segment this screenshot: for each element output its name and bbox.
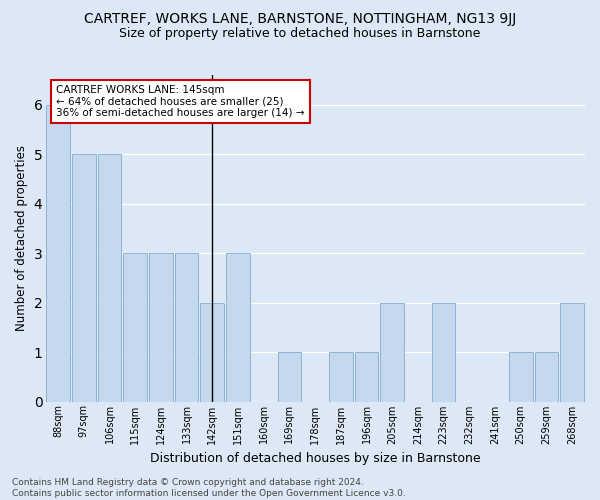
Bar xyxy=(355,352,379,402)
Bar xyxy=(72,154,95,402)
Bar xyxy=(124,253,147,402)
Bar xyxy=(200,302,224,402)
Bar xyxy=(149,253,173,402)
Bar xyxy=(380,302,404,402)
X-axis label: Distribution of detached houses by size in Barnstone: Distribution of detached houses by size … xyxy=(150,452,481,465)
Bar xyxy=(98,154,121,402)
Bar xyxy=(509,352,533,402)
Text: CARTREF WORKS LANE: 145sqm
← 64% of detached houses are smaller (25)
36% of semi: CARTREF WORKS LANE: 145sqm ← 64% of deta… xyxy=(56,85,305,118)
Text: CARTREF, WORKS LANE, BARNSTONE, NOTTINGHAM, NG13 9JJ: CARTREF, WORKS LANE, BARNSTONE, NOTTINGH… xyxy=(84,12,516,26)
Text: Size of property relative to detached houses in Barnstone: Size of property relative to detached ho… xyxy=(119,28,481,40)
Bar xyxy=(329,352,353,402)
Bar xyxy=(278,352,301,402)
Bar xyxy=(535,352,558,402)
Bar xyxy=(46,104,70,402)
Bar xyxy=(175,253,199,402)
Y-axis label: Number of detached properties: Number of detached properties xyxy=(15,146,28,332)
Bar xyxy=(432,302,455,402)
Bar xyxy=(560,302,584,402)
Text: Contains HM Land Registry data © Crown copyright and database right 2024.
Contai: Contains HM Land Registry data © Crown c… xyxy=(12,478,406,498)
Bar xyxy=(226,253,250,402)
